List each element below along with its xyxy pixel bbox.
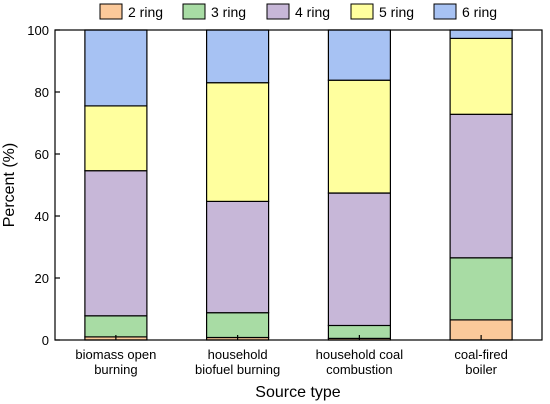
bar-segment-4-ring-2 — [206, 200, 270, 314]
bar-segment-5-ring-4 — [449, 37, 513, 115]
y-tick-label: 60 — [35, 147, 49, 162]
legend-item-6-ring: 6 ring — [433, 3, 497, 20]
x-tick-label: biomass open burning — [75, 347, 156, 377]
bar-segment-6-ring-2 — [206, 29, 270, 84]
legend-item-4-ring: 4 ring — [266, 3, 330, 20]
bar-segment-6-ring-3 — [327, 29, 391, 81]
legend-item-2-ring: 2 ring — [99, 3, 163, 20]
legend-label: 5 ring — [379, 4, 414, 20]
bar-segment-6-ring-1 — [84, 29, 148, 107]
legend-label: 3 ring — [211, 4, 246, 20]
x-axis: biomass open burning household biofuel burn… — [75, 335, 508, 377]
legend-label: 2 ring — [128, 4, 163, 20]
bars — [84, 29, 513, 341]
bar-segment-6-ring-4 — [449, 29, 513, 39]
y-tick-label: 100 — [27, 23, 49, 38]
bar-segment-3-ring-4 — [449, 257, 513, 321]
bar-segment-5-ring-2 — [206, 82, 270, 202]
legend-item-3-ring: 3 ring — [182, 3, 246, 20]
bar-segment-4-ring-3 — [327, 192, 391, 327]
plot-frame — [54, 29, 543, 341]
bar-segment-4-ring-4 — [449, 113, 513, 259]
legend-swatch — [433, 3, 457, 20]
bar-segment-3-ring-1 — [84, 315, 148, 338]
y-tick-label: 0 — [42, 333, 49, 348]
bar-segment-3-ring-2 — [206, 312, 270, 339]
y-axis: 0 20 40 60 80 100 — [27, 23, 60, 348]
legend: 2 ring 3 ring 4 ring 5 ring 6 ring — [99, 3, 497, 20]
x-tick-label: household biofuel burning — [195, 347, 280, 377]
legend-swatch — [182, 3, 206, 20]
y-tick-label: 20 — [35, 271, 49, 286]
legend-swatch — [350, 3, 374, 20]
x-tick-label: coal-fired boiler — [454, 347, 507, 377]
y-tick-label: 40 — [35, 209, 49, 224]
y-tick-label: 80 — [35, 85, 49, 100]
x-tick-label: household coal combustion — [316, 347, 404, 377]
legend-label: 4 ring — [295, 4, 330, 20]
legend-swatch — [266, 3, 290, 20]
x-axis-label: Source type — [255, 384, 340, 401]
y-axis-label: Percent (%) — [1, 143, 18, 227]
legend-swatch — [99, 3, 123, 20]
legend-label: 6 ring — [462, 4, 497, 20]
bar-segment-5-ring-3 — [327, 79, 391, 194]
bar-segment-5-ring-1 — [84, 105, 148, 172]
bar-segment-4-ring-1 — [84, 170, 148, 317]
legend-item-5-ring: 5 ring — [350, 3, 414, 20]
